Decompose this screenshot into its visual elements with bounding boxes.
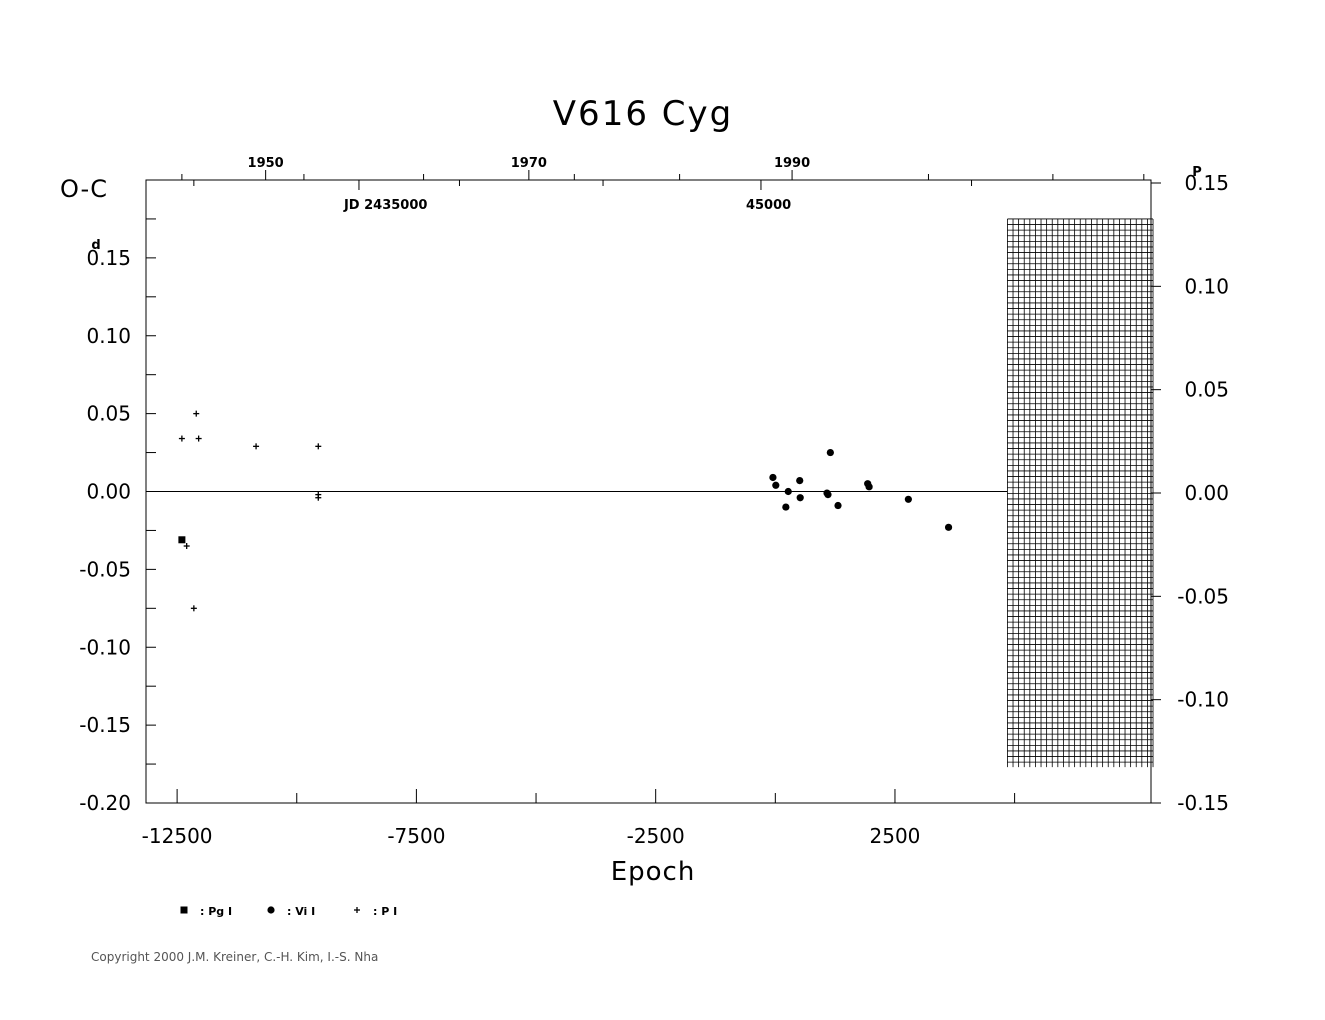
data-point-plus xyxy=(193,410,200,417)
copyright-notice: Copyright 2000 J.M. Kreiner, C.-H. Kim, … xyxy=(91,950,378,964)
x-axis-label: Epoch xyxy=(611,857,696,887)
legend-label: : Vi I xyxy=(287,905,315,918)
y2-tick-label: -0.15 xyxy=(1177,791,1229,815)
y-tick-label: 0.10 xyxy=(86,324,131,348)
y2-unit-label: P xyxy=(1192,165,1202,180)
data-point-plus xyxy=(195,435,202,442)
data-points xyxy=(178,410,953,612)
data-point-plus xyxy=(253,443,260,450)
legend-label: : P I xyxy=(373,905,397,918)
year-tick-label: 1990 xyxy=(774,156,810,171)
data-point-circle xyxy=(769,473,777,482)
y-tick-label: 0.05 xyxy=(86,402,131,426)
y2-tick-label: 0.10 xyxy=(1184,274,1229,298)
x-tick-label: -7500 xyxy=(387,824,445,848)
data-point-plus xyxy=(315,494,322,501)
data-point-circle xyxy=(772,481,780,489)
y-axis-label: O-C xyxy=(60,175,108,203)
x-tick-label: 2500 xyxy=(870,824,921,848)
y-tick-label: -0.15 xyxy=(79,713,131,737)
data-point-circle xyxy=(796,476,804,485)
data-point-circle xyxy=(796,494,804,502)
x-tick-label: -2500 xyxy=(627,824,685,848)
y2-tick-label: -0.10 xyxy=(1177,688,1229,712)
x-tick-label: -12500 xyxy=(142,824,213,848)
data-point-square xyxy=(178,536,186,544)
data-point-plus xyxy=(183,543,190,550)
y2-tick-label: 0.15 xyxy=(1184,171,1229,195)
data-point-plus xyxy=(315,443,322,450)
axis-ticks: 0.150.100.050.00-0.05-0.10-0.15-0.20d0.1… xyxy=(79,156,1229,848)
data-point-circle xyxy=(782,503,790,511)
legend-marker-plus xyxy=(354,907,360,913)
y2-tick-label: -0.05 xyxy=(1177,584,1229,608)
y-tick-label: 0.15 xyxy=(86,246,131,270)
jd-tick-label: 45000 xyxy=(746,198,791,213)
legend-marker-square xyxy=(180,906,188,914)
data-point-circle xyxy=(826,448,834,457)
data-point-circle xyxy=(824,491,832,499)
legend-marker-circle xyxy=(267,906,275,914)
data-point-circle xyxy=(834,501,842,510)
y-tick-label: -0.10 xyxy=(79,635,131,659)
jd-tick-label: JD 2435000 xyxy=(343,198,427,213)
data-point-circle xyxy=(784,487,792,496)
data-point-plus xyxy=(178,435,185,442)
data-point-plus xyxy=(190,605,197,612)
legend-label: : Pg I xyxy=(200,905,232,918)
hatched-region xyxy=(1007,218,1154,768)
legend: : Pg I : Vi I : P I xyxy=(180,905,397,918)
chart-title: V616 Cyg xyxy=(553,94,733,134)
year-tick-label: 1950 xyxy=(248,156,284,171)
data-point-circle xyxy=(865,483,873,491)
data-point-circle xyxy=(944,523,953,531)
y2-tick-label: 0.05 xyxy=(1184,378,1229,402)
data-point-circle xyxy=(904,495,912,503)
y-tick-label: -0.20 xyxy=(79,791,131,815)
y2-tick-label: 0.00 xyxy=(1184,481,1229,505)
y-unit-label: d xyxy=(91,238,100,253)
y-tick-label: 0.00 xyxy=(86,480,131,504)
year-tick-label: 1970 xyxy=(511,156,547,171)
y-tick-label: -0.05 xyxy=(79,557,131,581)
